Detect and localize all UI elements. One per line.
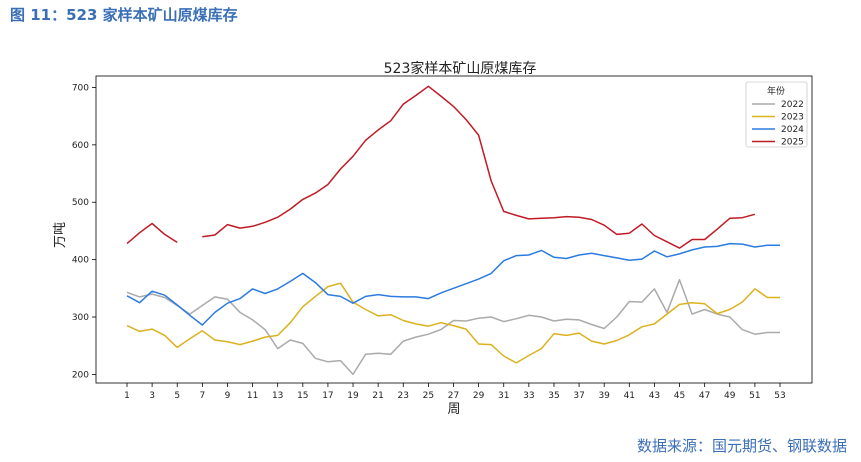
legend-label-2023: 2023 xyxy=(781,113,804,123)
x-tick-label: 21 xyxy=(372,391,383,401)
legend-label-2024: 2024 xyxy=(781,125,804,135)
x-tick-label: 47 xyxy=(699,391,710,401)
y-tick-label: 600 xyxy=(72,141,89,151)
x-tick-label: 11 xyxy=(247,391,258,401)
legend-label-2025: 2025 xyxy=(781,138,804,148)
x-tick-label: 13 xyxy=(272,391,283,401)
y-tick-label: 200 xyxy=(72,370,89,380)
y-tick-label: 400 xyxy=(72,256,89,266)
chart-title: 523家样本矿山原煤库存 xyxy=(384,60,537,77)
x-tick-label: 37 xyxy=(573,391,584,401)
x-tick-label: 15 xyxy=(297,391,308,401)
x-tick-label: 33 xyxy=(523,391,534,401)
x-axis-label: 周 xyxy=(447,402,460,417)
series-lines xyxy=(126,85,780,376)
y-axis-ticks: 200 300 400 500 600 700 xyxy=(72,83,96,380)
x-tick-label: 5 xyxy=(174,391,180,401)
x-tick-label: 29 xyxy=(473,391,485,401)
x-tick-label: 39 xyxy=(598,391,610,401)
x-tick-label: 35 xyxy=(548,391,559,401)
x-tick-label: 25 xyxy=(423,391,434,401)
x-tick-label: 3 xyxy=(149,391,155,401)
x-tick-label: 53 xyxy=(774,391,785,401)
data-source: 数据来源：国元期货、钢联数据 xyxy=(636,437,847,455)
x-tick-label: 43 xyxy=(649,391,660,401)
x-tick-label: 19 xyxy=(347,391,359,401)
x-tick-label: 45 xyxy=(674,391,685,401)
x-tick-label: 9 xyxy=(225,391,231,401)
x-tick-label: 23 xyxy=(398,391,409,401)
x-tick-label: 27 xyxy=(448,391,459,401)
x-tick-label: 17 xyxy=(322,391,333,401)
x-tick-label: 7 xyxy=(199,391,205,401)
x-tick-label: 1 xyxy=(124,391,130,401)
figure-caption: 图 11：523 家样本矿山原煤库存 xyxy=(10,6,238,24)
y-tick-label: 300 xyxy=(72,313,89,323)
series-line-2025 xyxy=(202,85,756,249)
plot-frame xyxy=(95,75,813,384)
legend-box xyxy=(745,81,808,148)
x-tick-label: 49 xyxy=(724,391,736,401)
series-line-2024 xyxy=(126,242,780,326)
y-tick-label: 700 xyxy=(72,83,89,93)
legend-label-2022: 2022 xyxy=(781,100,804,110)
series-line-2022 xyxy=(126,278,780,376)
x-axis-ticks: 1 3 5 7 9 11 13 15 17 19 21 23 25 27 29 31 33 35 37 39 41 43 4… xyxy=(124,383,786,401)
x-tick-label: 41 xyxy=(624,391,635,401)
series-line-2025 xyxy=(126,222,178,245)
y-tick-label: 500 xyxy=(72,198,89,208)
x-tick-label: 31 xyxy=(498,391,509,401)
y-axis-label: 万吨 xyxy=(53,222,68,248)
x-tick-label: 51 xyxy=(749,391,760,401)
legend: 年份 2022 2023 2024 2025 xyxy=(745,81,808,148)
series-line-2023 xyxy=(126,282,780,364)
legend-title: 年份 xyxy=(767,85,785,97)
